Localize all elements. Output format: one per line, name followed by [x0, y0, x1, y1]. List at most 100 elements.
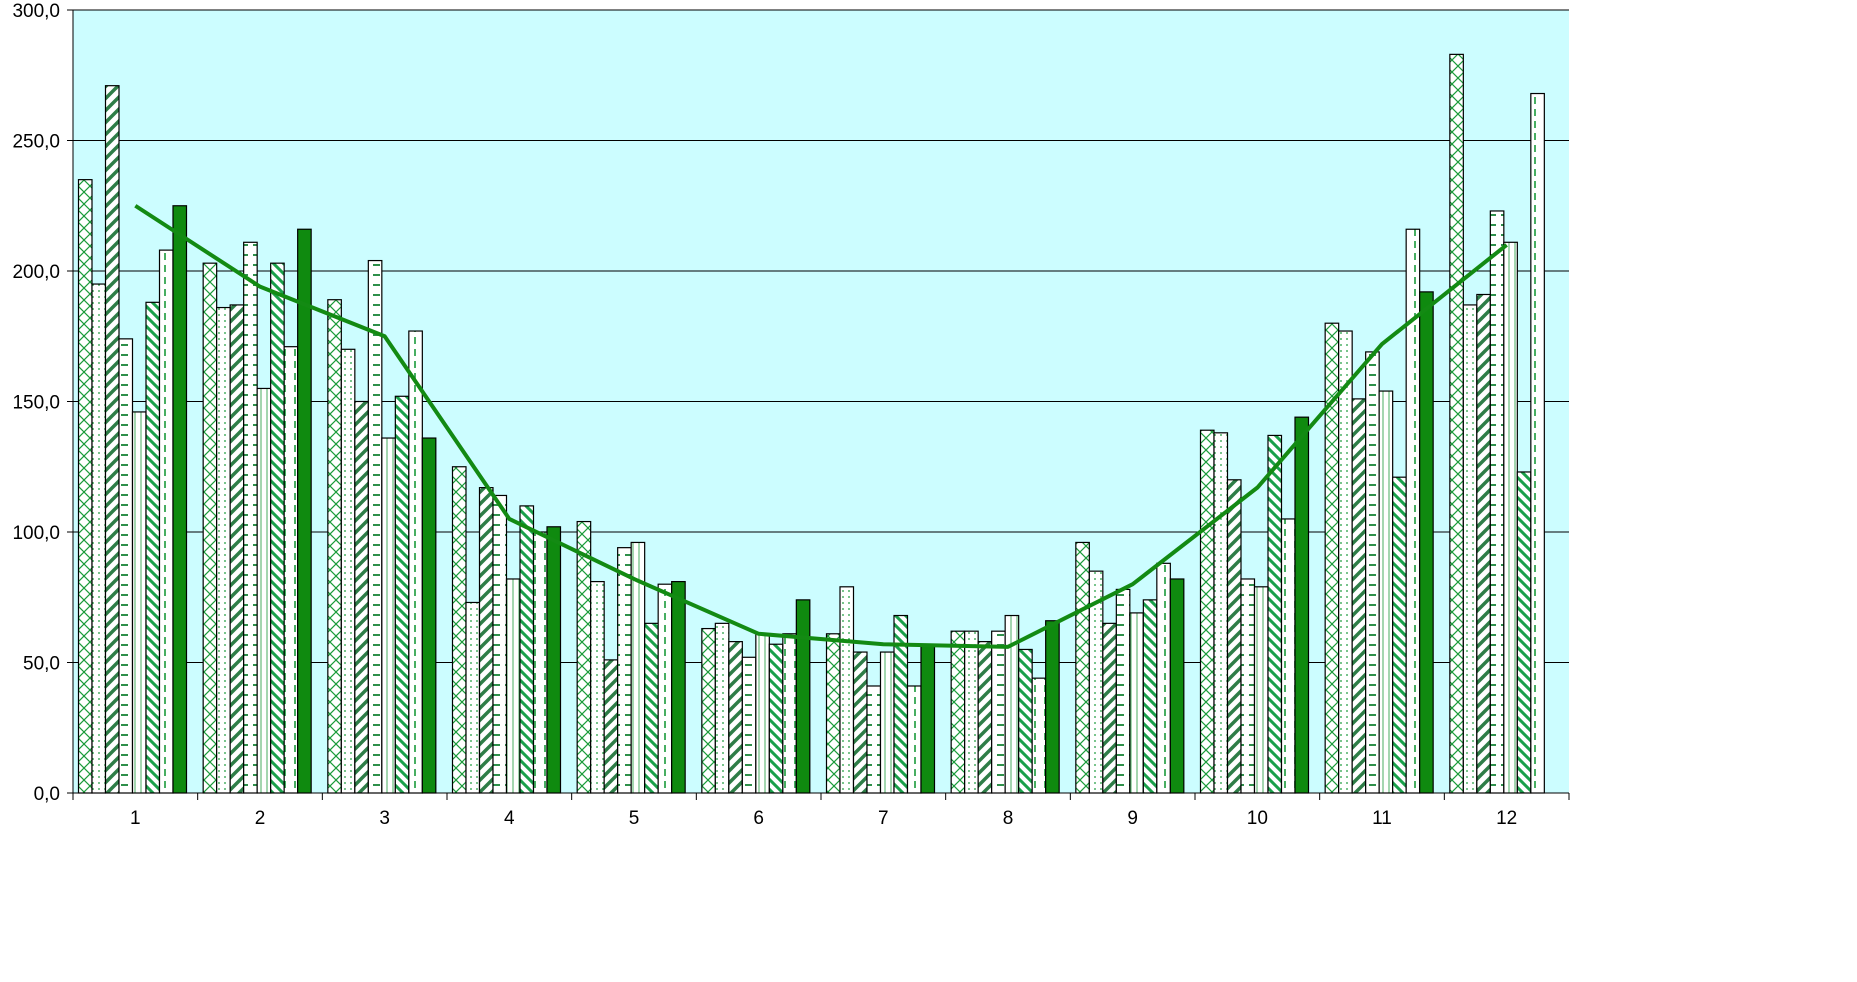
bar-series-3-month-6 — [728, 641, 743, 794]
bar-series-8-month-9 — [1169, 578, 1185, 794]
bar-series-5-month-9 — [1129, 612, 1144, 794]
bar-series-6-month-11 — [1392, 476, 1407, 794]
bar-series-8-month-11 — [1419, 291, 1434, 794]
y-tick-label: 200,0 — [12, 262, 60, 283]
bar-series-1-month-7 — [825, 633, 841, 794]
bar-series-2-month-2 — [216, 306, 231, 794]
bar-series-2-month-10 — [1213, 432, 1229, 794]
bar-series-7-month-3 — [408, 330, 423, 794]
x-tick-label: 8 — [1003, 808, 1014, 829]
bar-series-7-month-10 — [1280, 518, 1296, 794]
y-tick-label: 150,0 — [12, 393, 60, 414]
bar-series-8-month-5 — [671, 580, 686, 794]
bar-series-3-month-5 — [603, 659, 619, 794]
x-tick-label: 1 — [130, 808, 141, 829]
x-tick-label: 9 — [1127, 808, 1138, 829]
bar-series-2-month-4 — [465, 601, 481, 794]
bar-series-2-month-5 — [590, 580, 605, 794]
bar-series-2-month-3 — [340, 348, 356, 794]
bar-series-4-month-4 — [492, 494, 508, 794]
bar-series-1-month-8 — [950, 630, 966, 794]
bar-series-7-month-12 — [1530, 92, 1545, 794]
bar-series-4-month-3 — [367, 259, 383, 794]
bar-series-5-month-12 — [1503, 241, 1518, 794]
y-axis-ticks: 0,0 50,0 100,0 150,0 200,0 250,0 300,0 — [12, 1, 73, 805]
bar-series-1-month-5 — [576, 520, 592, 794]
bar-series-3-month-11 — [1351, 398, 1367, 794]
bar-series-4-month-10 — [1240, 578, 1256, 794]
x-tick-label: 10 — [1247, 808, 1268, 829]
bar-series-4-month-7 — [866, 685, 882, 794]
x-tick-label: 4 — [504, 808, 515, 829]
y-tick-label: 300,0 — [12, 1, 60, 22]
bar-series-5-month-3 — [381, 437, 396, 794]
bar-series-2-month-11 — [1338, 330, 1353, 794]
x-tick-label: 6 — [753, 808, 764, 829]
y-tick-label: 100,0 — [12, 523, 60, 544]
bar-series-7-month-4 — [532, 531, 548, 794]
bar-series-5-month-7 — [879, 651, 895, 794]
y-tick-label: 250,0 — [12, 132, 60, 153]
bar-series-7-month-5 — [657, 583, 673, 794]
bar-series-4-month-5 — [617, 547, 632, 794]
bar-series-6-month-1 — [145, 301, 161, 794]
x-tick-label: 5 — [629, 808, 640, 829]
bar-series-1-month-3 — [327, 299, 342, 794]
bar-series-6-month-12 — [1516, 471, 1532, 794]
bar-series-1-month-4 — [451, 466, 467, 794]
bar-series-5-month-4 — [505, 578, 521, 794]
bar-series-6-month-8 — [1018, 648, 1033, 794]
bar-series-5-month-2 — [256, 387, 272, 794]
bar-series-8-month-4 — [546, 526, 562, 794]
bar-series-6-month-3 — [394, 395, 410, 794]
x-tick-label: 3 — [379, 808, 390, 829]
bar-series-8-month-3 — [421, 437, 437, 794]
bar-series-7-month-9 — [1156, 562, 1171, 794]
bar-series-3-month-4 — [478, 487, 494, 794]
bar-series-2-month-6 — [714, 622, 730, 794]
bar-series-4-month-1 — [118, 338, 134, 794]
bar-series-8-month-10 — [1294, 416, 1310, 794]
bar-series-3-month-12 — [1476, 293, 1491, 794]
bar-series-8-month-7 — [920, 643, 936, 794]
bar-series-7-month-2 — [283, 346, 299, 794]
bar-series-3-month-9 — [1102, 622, 1117, 794]
trend-line — [134, 204, 1508, 649]
bar-series-4-month-12 — [1489, 210, 1505, 794]
bar-series-4-month-2 — [243, 241, 258, 794]
bar-series-3-month-10 — [1226, 479, 1242, 794]
bar-series-1-month-12 — [1449, 53, 1464, 794]
bar-series-8-month-8 — [1045, 620, 1060, 794]
bar-series-2-month-12 — [1462, 304, 1478, 794]
bar-series-4-month-11 — [1365, 351, 1380, 794]
bar-series-2-month-7 — [839, 586, 855, 794]
bar-series-5-month-6 — [755, 633, 770, 794]
bar-series-6-month-7 — [893, 614, 909, 794]
bar-series-6-month-4 — [519, 505, 535, 794]
bar-series-7-month-6 — [782, 633, 797, 794]
bar-series-4-month-9 — [1115, 588, 1131, 794]
y-tick-label: 50,0 — [23, 654, 60, 675]
bar-series-6-month-5 — [644, 622, 659, 794]
bar-series-3-month-2 — [229, 304, 245, 794]
bar-series-1-month-1 — [77, 179, 93, 794]
bar-series-3-month-1 — [104, 85, 120, 794]
bar-series-8-month-2 — [297, 228, 312, 794]
x-tick-label: 11 — [1372, 808, 1392, 829]
bar-series-3-month-3 — [354, 400, 369, 794]
x-tick-label: 12 — [1496, 808, 1517, 829]
bar-series-2-month-8 — [964, 630, 979, 794]
bar-series-4-month-8 — [991, 630, 1006, 794]
bar-series-1-month-9 — [1075, 541, 1090, 794]
bar-series-2-month-1 — [91, 283, 107, 794]
bar-series-1-month-6 — [701, 627, 716, 794]
bar-series-7-month-8 — [1031, 677, 1047, 794]
bar-series-7-month-7 — [906, 685, 922, 794]
x-axis-ticks: 1 2 3 4 5 6 7 8 9 10 11 12 — [72, 793, 1570, 829]
bar-series-5-month-11 — [1378, 390, 1394, 794]
bar-series-4-month-6 — [741, 656, 757, 794]
bar-series-3-month-7 — [852, 651, 868, 794]
bar-series-3-month-8 — [977, 641, 993, 794]
gridlines — [73, 9, 1569, 663]
